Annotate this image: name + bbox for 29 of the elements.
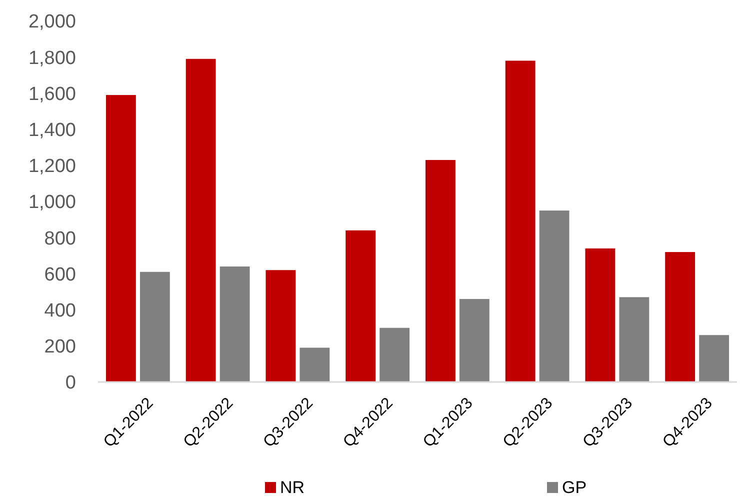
y-tick-label: 1,600 (28, 84, 76, 105)
y-tick-label: 800 (44, 228, 76, 250)
legend-label: GP (562, 478, 587, 497)
bar (425, 160, 456, 382)
bar (266, 270, 296, 382)
bar (106, 95, 136, 382)
y-tick-label: 200 (44, 336, 76, 358)
y-tick-label: 1,000 (28, 192, 76, 214)
y-tick-label: 2,000 (28, 12, 76, 33)
bar (665, 252, 696, 382)
y-tick-label: 1,200 (28, 156, 76, 178)
y-tick-label: 1,800 (28, 48, 76, 69)
y-tick-label: 1,400 (28, 120, 76, 141)
bar (186, 58, 216, 382)
y-tick-label: 0 (65, 372, 76, 394)
bar (380, 328, 410, 382)
bar (140, 272, 170, 382)
legend-label: NR (280, 478, 305, 497)
bar (585, 248, 616, 382)
bar (459, 298, 490, 382)
bar (220, 266, 250, 382)
bar (699, 335, 730, 382)
bar (539, 210, 570, 382)
y-tick-label: 600 (44, 264, 76, 286)
y-tick-label: 400 (44, 300, 76, 322)
bar (346, 230, 376, 382)
bar (300, 348, 330, 382)
bar (505, 60, 536, 382)
bar (619, 297, 650, 382)
